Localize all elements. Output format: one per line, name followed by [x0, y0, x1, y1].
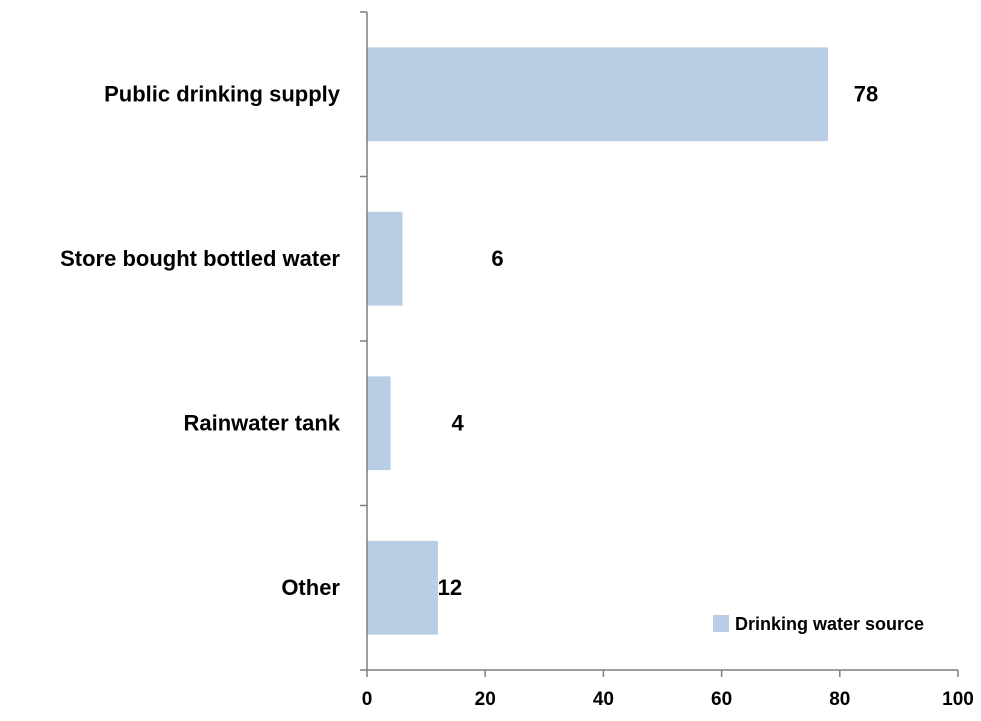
bars-layer	[367, 47, 828, 635]
legend-swatch	[713, 615, 729, 632]
axes-layer	[360, 11, 959, 677]
category-label: Rainwater tank	[184, 410, 341, 435]
bar	[367, 211, 403, 306]
bar	[367, 376, 391, 471]
category-label: Store bought bottled water	[60, 246, 340, 271]
legend-label: Drinking water source	[735, 614, 924, 634]
category-label: Other	[281, 575, 340, 600]
x-tick-label: 80	[829, 689, 850, 710]
category-label: Public drinking supply	[104, 81, 341, 106]
x-tick-label: 20	[475, 689, 496, 710]
labels-layer: 0 20 40 60 80 100 Public drinking supply 78 Stor…	[60, 81, 974, 710]
bar	[367, 47, 828, 142]
data-label: 6	[491, 246, 503, 271]
data-label: 12	[438, 575, 462, 600]
data-label: 78	[854, 81, 878, 106]
x-tick-label: 60	[711, 689, 732, 710]
legend: Drinking water source	[713, 614, 924, 634]
x-tick-label: 0	[362, 689, 373, 710]
x-tick-label: 40	[593, 689, 614, 710]
bar	[367, 540, 438, 635]
x-tick-label: 100	[942, 689, 974, 710]
data-label: 4	[452, 410, 465, 435]
